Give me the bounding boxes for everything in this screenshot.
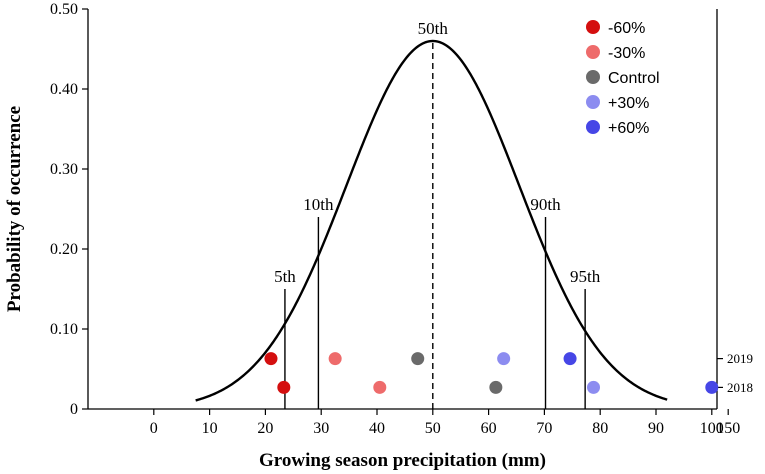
x-tick-label: 10: [202, 420, 218, 437]
y-tick-label: 0: [70, 401, 78, 418]
x-tick-label: 150: [716, 420, 740, 437]
legend: -60% -30% Control +30% +60%: [586, 20, 660, 137]
point-+30%-2019: [497, 352, 511, 366]
point-+30%-2018: [587, 380, 601, 394]
x-tick-label: 20: [257, 420, 273, 437]
x-tick-label: 40: [369, 420, 385, 437]
legend-marker-+30%: [586, 95, 600, 109]
percentile-label-10th: 10th: [303, 195, 334, 214]
point-+60%-2019: [563, 352, 577, 366]
axes: 0 0.10 0.20 0.30 0.40 0.50 0 10 20 30 40 50 60 70 80 90…: [50, 1, 753, 437]
percentile-label-50th: 50th: [418, 19, 449, 38]
legend-marker-Control: [586, 70, 600, 84]
y-tick-label: 0.50: [50, 1, 78, 18]
x-tick-label: 0: [150, 420, 158, 437]
y-tick-label: 0.40: [50, 81, 78, 98]
point-Control-2018: [489, 380, 503, 394]
x-tick-label: 100: [700, 420, 724, 437]
y-tick-label: 0.10: [50, 321, 78, 338]
legend-marker-+60%: [586, 120, 600, 134]
y-tick-label: 0.30: [50, 161, 78, 178]
x-tick-label: 70: [536, 420, 552, 437]
percentile-label-95th: 95th: [570, 267, 601, 286]
x-axis-title: Growing season precipitation (mm): [259, 450, 546, 471]
year-label-2018: 2018: [727, 380, 753, 395]
percentile-label-90th: 90th: [530, 195, 561, 214]
normal-distribution-curve: [195, 39, 668, 402]
legend-label--30%: -30%: [608, 45, 645, 62]
data-points: [264, 352, 719, 394]
point-Control-2019: [411, 352, 425, 366]
legend-label-+30%: +30%: [608, 95, 649, 112]
point--30%-2019: [328, 352, 342, 366]
x-tick-label: 80: [592, 420, 608, 437]
point--60%-2019: [264, 352, 278, 366]
x-tick-label: 90: [648, 420, 664, 437]
percentile-markers: 5th 10th 50th 90th 95th: [274, 19, 601, 409]
legend-label-+60%: +60%: [608, 120, 649, 137]
point--30%-2018: [373, 380, 387, 394]
x-tick-label: 60: [481, 420, 497, 437]
point--60%-2018: [277, 380, 291, 394]
axis-labels: Growing season precipitation (mm) Probabi…: [4, 106, 546, 471]
x-tick-label: 50: [425, 420, 441, 437]
percentile-label-5th: 5th: [274, 267, 296, 286]
x-tick-label: 30: [313, 420, 329, 437]
point-+60%-2018: [705, 380, 719, 394]
y-tick-label: 0.20: [50, 241, 78, 258]
legend-label-Control: Control: [608, 70, 660, 87]
year-label-2019: 2019: [727, 351, 753, 366]
legend-label--60%: -60%: [608, 20, 645, 37]
legend-marker--30%: [586, 45, 600, 59]
legend-marker--60%: [586, 20, 600, 34]
curve-layer: [195, 39, 668, 402]
y-axis-title: Probability of occurrence: [4, 106, 25, 312]
